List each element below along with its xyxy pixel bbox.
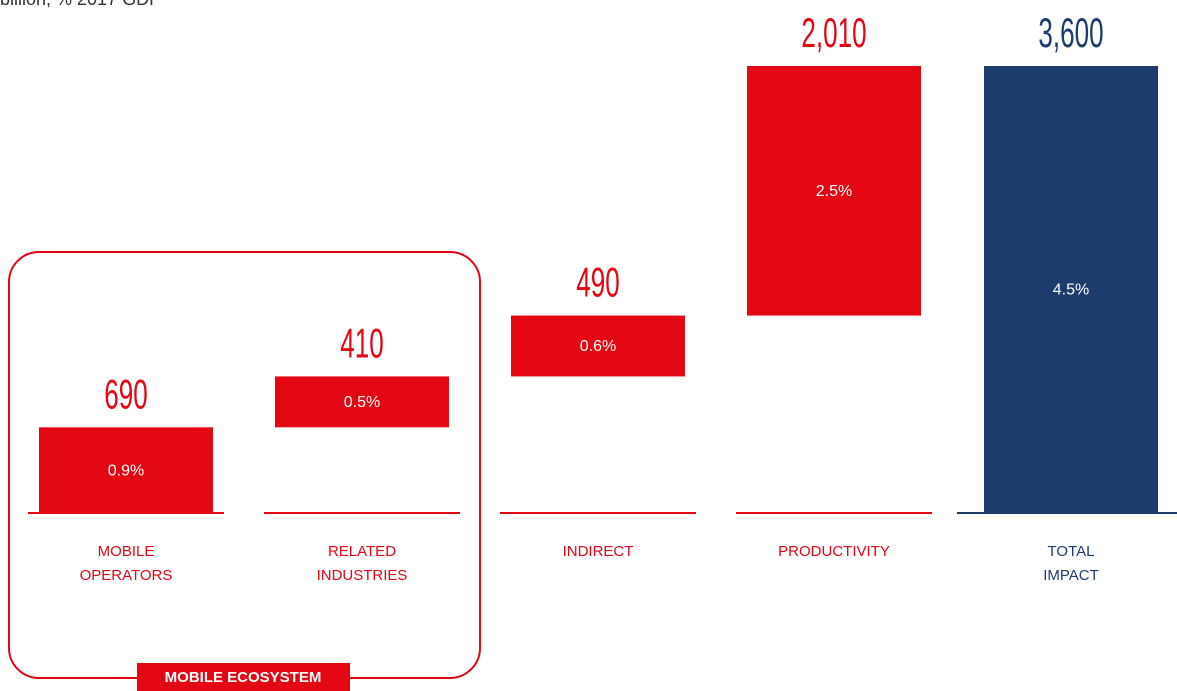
x-tick-label: OPERATORS	[80, 567, 173, 584]
gdp-share-label: 0.5%	[344, 394, 380, 411]
bar	[984, 66, 1158, 513]
bar	[511, 315, 685, 377]
value-label: 410	[340, 320, 383, 367]
x-tick-label: MOBILE	[98, 543, 155, 560]
gdp-share-label: 0.9%	[108, 462, 144, 479]
gdp-share-label: 0.6%	[580, 338, 616, 355]
x-tick-label: IMPACT	[1043, 567, 1099, 584]
x-tick-label: TOTAL	[1048, 543, 1095, 560]
bar	[39, 427, 213, 513]
gdp-share-label: 4.5%	[1053, 282, 1089, 299]
value-label: 2,010	[801, 10, 866, 57]
value-label: 490	[576, 259, 619, 306]
x-tick-label: PRODUCTIVITY	[778, 543, 890, 560]
x-tick-label: INDUSTRIES	[317, 567, 408, 584]
group-label-box	[137, 663, 350, 691]
value-label: 690	[104, 371, 147, 418]
x-tick-label: INDIRECT	[563, 543, 634, 560]
chart-subtitle: billion, % 2017 GDP	[0, 0, 161, 9]
bar	[747, 66, 921, 316]
group-label: MOBILE ECOSYSTEM	[165, 669, 322, 686]
value-label: 3,600	[1038, 10, 1103, 57]
x-tick-label: RELATED	[328, 543, 396, 560]
bar	[275, 376, 449, 428]
gdp-share-label: 2.5%	[816, 183, 852, 200]
